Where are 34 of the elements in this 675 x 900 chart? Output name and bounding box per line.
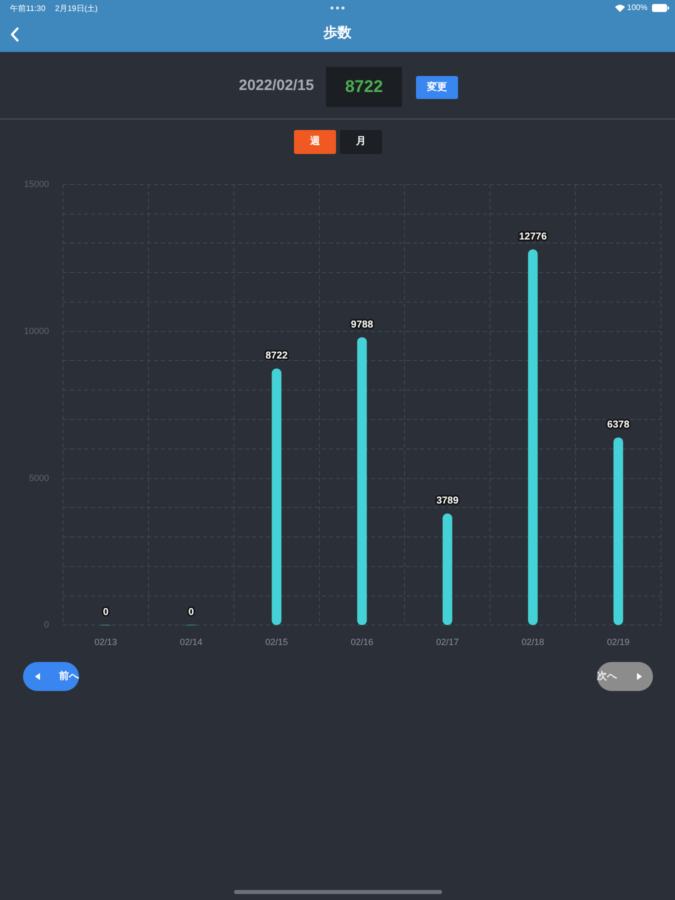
bar	[528, 249, 538, 626]
y-tick-label: 15000	[24, 178, 50, 189]
text: 変更	[427, 82, 447, 93]
data-label: 12776	[518, 232, 548, 243]
chart-title: 歩数	[322, 24, 352, 42]
text: 週	[310, 136, 320, 147]
chart-subtitle: 2022/02/15	[238, 77, 314, 94]
data-label: 0	[102, 606, 109, 618]
y-tick-label: 5000	[28, 472, 50, 483]
bar	[357, 337, 367, 626]
x-tick-label: 02/18	[522, 637, 544, 648]
text: 次へ	[597, 671, 617, 682]
data-label: 9788	[350, 319, 374, 330]
text: 月	[356, 136, 366, 147]
y-tick-label: 0	[44, 620, 50, 630]
x-tick-label: 02/14	[180, 637, 202, 648]
bar	[442, 514, 452, 626]
bar	[272, 368, 282, 626]
x-tick-label: 02/16	[350, 637, 374, 648]
data-label: 6378	[607, 420, 630, 431]
data-label: 0	[188, 606, 194, 618]
text: 2月19日(土)	[55, 4, 98, 13]
text: 前へ	[59, 671, 79, 682]
text: 100%	[627, 3, 648, 12]
data-label: 3789	[436, 496, 459, 507]
text: 8722	[345, 77, 383, 96]
x-tick-label: 02/15	[265, 637, 288, 648]
x-tick-label: 02/13	[94, 637, 118, 648]
x-tick-label: 02/17	[436, 637, 459, 648]
bar	[613, 437, 624, 626]
text: 午前11:30	[10, 4, 46, 13]
x-tick-label: 02/19	[607, 637, 630, 648]
y-tick-label: 10000	[24, 326, 50, 336]
data-label: 8722	[265, 350, 288, 362]
